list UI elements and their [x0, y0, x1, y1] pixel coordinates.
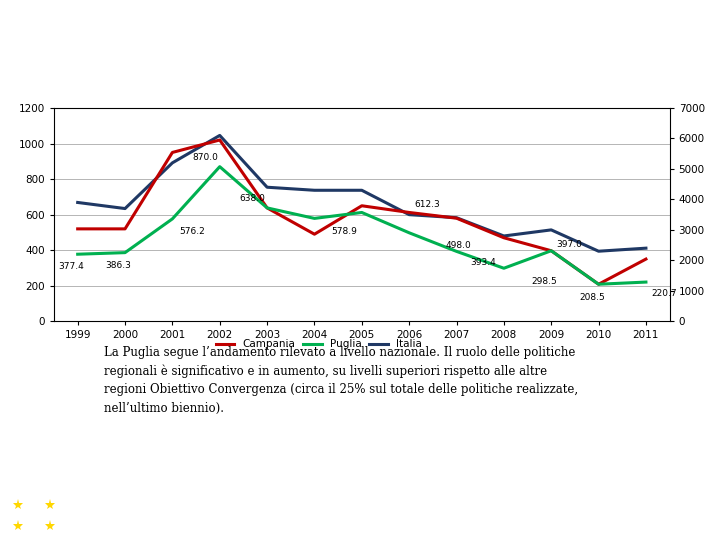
- Text: 393.4: 393.4: [471, 258, 496, 267]
- Text: La Puglia segue l’andamento rilevato a livello nazionale. Il ruolo delle politic: La Puglia segue l’andamento rilevato a l…: [104, 346, 579, 415]
- Text: (industria e servizi alle imprese) II: (industria e servizi alle imprese) II: [170, 66, 550, 84]
- Legend: Campania, Puglia, Italia: Campania, Puglia, Italia: [212, 335, 426, 353]
- Text: 576.2: 576.2: [179, 227, 205, 236]
- Text: 220.7: 220.7: [652, 289, 677, 298]
- Text: 498.0: 498.0: [446, 241, 471, 250]
- Text: 578.9: 578.9: [331, 227, 357, 235]
- Text: 386.3: 386.3: [106, 261, 132, 270]
- Text: 638.0: 638.0: [239, 194, 265, 203]
- Text: 298.5: 298.5: [532, 276, 557, 286]
- Text: MET: MET: [639, 507, 703, 531]
- Text: 612.3: 612.3: [415, 200, 441, 209]
- Text: 377.4: 377.4: [58, 262, 84, 272]
- Text: 208.5: 208.5: [579, 293, 605, 301]
- Text: 397.0: 397.0: [557, 240, 582, 248]
- Text: 870.0: 870.0: [192, 153, 218, 161]
- Text: Politiche: erogazioni 1999-2010: Politiche: erogazioni 1999-2010: [186, 23, 534, 41]
